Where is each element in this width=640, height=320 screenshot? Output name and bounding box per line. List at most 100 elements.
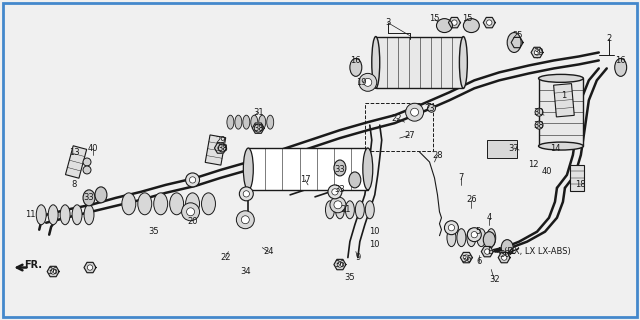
- Text: 5: 5: [476, 227, 481, 236]
- Ellipse shape: [259, 115, 266, 129]
- Ellipse shape: [243, 115, 250, 129]
- Circle shape: [467, 228, 481, 242]
- Circle shape: [364, 78, 372, 86]
- Circle shape: [254, 124, 262, 132]
- Circle shape: [463, 255, 469, 260]
- Circle shape: [243, 191, 250, 197]
- Ellipse shape: [460, 36, 467, 88]
- Text: 32: 32: [489, 275, 500, 284]
- Circle shape: [51, 269, 56, 274]
- Polygon shape: [449, 17, 460, 28]
- Text: E-4 (DX, LX LX-ABS): E-4 (DX, LX LX-ABS): [488, 247, 570, 256]
- Bar: [554, 84, 574, 117]
- Text: 36: 36: [48, 267, 58, 276]
- Ellipse shape: [227, 115, 234, 129]
- Ellipse shape: [72, 205, 82, 225]
- Text: 20: 20: [188, 217, 198, 226]
- Circle shape: [241, 216, 250, 224]
- Circle shape: [471, 232, 477, 238]
- Ellipse shape: [170, 193, 184, 215]
- Circle shape: [332, 189, 338, 195]
- Text: 16: 16: [616, 56, 626, 65]
- Circle shape: [328, 185, 342, 199]
- Circle shape: [182, 203, 200, 221]
- Polygon shape: [47, 266, 59, 277]
- Text: 1: 1: [561, 91, 566, 100]
- Polygon shape: [511, 37, 523, 48]
- Text: 17: 17: [300, 175, 310, 184]
- Circle shape: [515, 40, 520, 45]
- Polygon shape: [483, 17, 495, 28]
- Text: 28: 28: [432, 150, 443, 160]
- Text: 21: 21: [340, 205, 351, 214]
- Circle shape: [448, 225, 454, 231]
- Text: 19: 19: [356, 78, 367, 87]
- Circle shape: [83, 158, 91, 166]
- Text: 31: 31: [253, 108, 264, 117]
- Text: 15: 15: [429, 14, 440, 23]
- Circle shape: [337, 262, 342, 267]
- Ellipse shape: [372, 36, 380, 88]
- Text: 10: 10: [369, 240, 380, 249]
- Ellipse shape: [251, 115, 258, 129]
- Polygon shape: [481, 246, 493, 257]
- Circle shape: [535, 121, 543, 129]
- Text: 35: 35: [148, 227, 159, 236]
- Ellipse shape: [447, 229, 456, 247]
- Text: 2: 2: [606, 34, 611, 43]
- Circle shape: [236, 211, 254, 229]
- Text: 36: 36: [499, 250, 509, 259]
- Text: FR.: FR.: [24, 260, 42, 269]
- Ellipse shape: [154, 193, 168, 215]
- Text: 40: 40: [542, 167, 552, 176]
- Text: 26: 26: [466, 195, 477, 204]
- Ellipse shape: [483, 232, 495, 248]
- Text: 4: 4: [486, 213, 492, 222]
- Ellipse shape: [60, 205, 70, 225]
- Circle shape: [239, 187, 253, 201]
- Text: 33: 33: [335, 165, 346, 174]
- Text: 9: 9: [355, 253, 360, 262]
- Ellipse shape: [487, 229, 496, 247]
- Circle shape: [334, 201, 342, 209]
- Text: 12: 12: [528, 160, 538, 170]
- Bar: [248, 148, 368, 190]
- Polygon shape: [334, 260, 346, 270]
- Text: 22: 22: [392, 114, 402, 123]
- Bar: [570, 165, 584, 191]
- Ellipse shape: [538, 142, 583, 150]
- Ellipse shape: [138, 193, 152, 215]
- Bar: [365, 103, 433, 151]
- Text: 38: 38: [253, 124, 264, 132]
- Ellipse shape: [355, 201, 364, 219]
- Ellipse shape: [235, 115, 242, 129]
- Text: 38: 38: [217, 144, 228, 153]
- Ellipse shape: [350, 59, 362, 76]
- Circle shape: [218, 145, 223, 151]
- Ellipse shape: [507, 33, 521, 52]
- Circle shape: [83, 166, 91, 174]
- Circle shape: [452, 20, 457, 25]
- Text: 34: 34: [240, 267, 251, 276]
- Ellipse shape: [477, 229, 486, 247]
- Ellipse shape: [122, 193, 136, 215]
- Ellipse shape: [334, 160, 346, 176]
- Text: 36: 36: [461, 255, 472, 264]
- Ellipse shape: [326, 201, 335, 219]
- Circle shape: [428, 104, 435, 112]
- Polygon shape: [84, 262, 96, 273]
- Circle shape: [87, 265, 93, 270]
- Text: 36: 36: [335, 260, 346, 269]
- Ellipse shape: [36, 205, 46, 225]
- Circle shape: [186, 173, 200, 187]
- Bar: [376, 36, 463, 88]
- Text: 39: 39: [534, 48, 545, 57]
- Ellipse shape: [467, 229, 476, 247]
- Text: 29: 29: [215, 136, 226, 145]
- Text: 13: 13: [68, 148, 79, 156]
- Circle shape: [359, 73, 377, 91]
- Polygon shape: [531, 47, 543, 58]
- Polygon shape: [252, 123, 264, 133]
- Ellipse shape: [48, 205, 58, 225]
- Text: 8: 8: [72, 180, 77, 189]
